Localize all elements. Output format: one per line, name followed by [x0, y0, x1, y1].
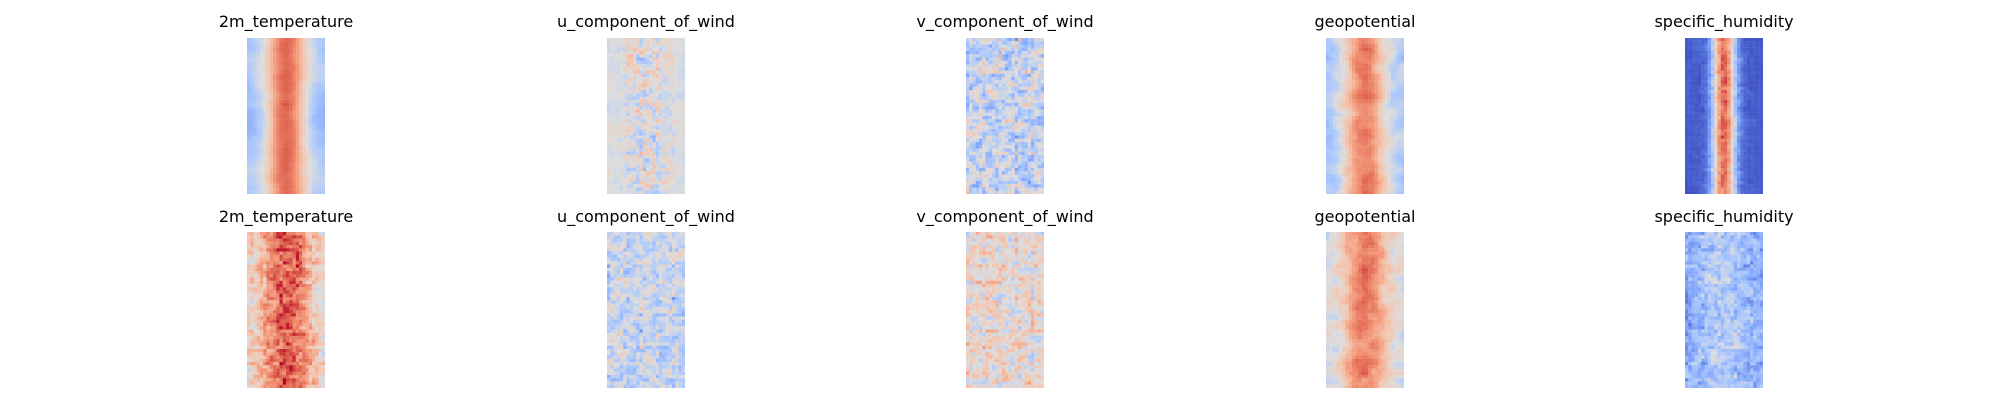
heatmap-panel: [966, 38, 1044, 194]
heatmap-panel: [966, 232, 1044, 388]
panel-title: 2m_temperature: [218, 12, 354, 31]
panel-title: u_component_of_wind: [557, 12, 735, 31]
heatmap-panel: [1685, 38, 1763, 194]
heatmap-panel: [247, 232, 325, 388]
panel-title: geopotential: [1314, 207, 1416, 226]
panel-title: specific_humidity: [1654, 207, 1794, 226]
heatmap-panel: [1326, 232, 1404, 388]
heatmap-panel: [607, 38, 685, 194]
heatmap-panel: [607, 232, 685, 388]
panel-title: specific_humidity: [1654, 12, 1794, 31]
panel-title: geopotential: [1314, 12, 1416, 31]
panel-title: 2m_temperature: [218, 207, 354, 226]
heatmap-panel: [1326, 38, 1404, 194]
heatmap-panel: [247, 38, 325, 194]
heatmap-panel: [1685, 232, 1763, 388]
panel-title: u_component_of_wind: [557, 207, 735, 226]
panel-title: v_component_of_wind: [916, 12, 1094, 31]
panel-title: v_component_of_wind: [916, 207, 1094, 226]
